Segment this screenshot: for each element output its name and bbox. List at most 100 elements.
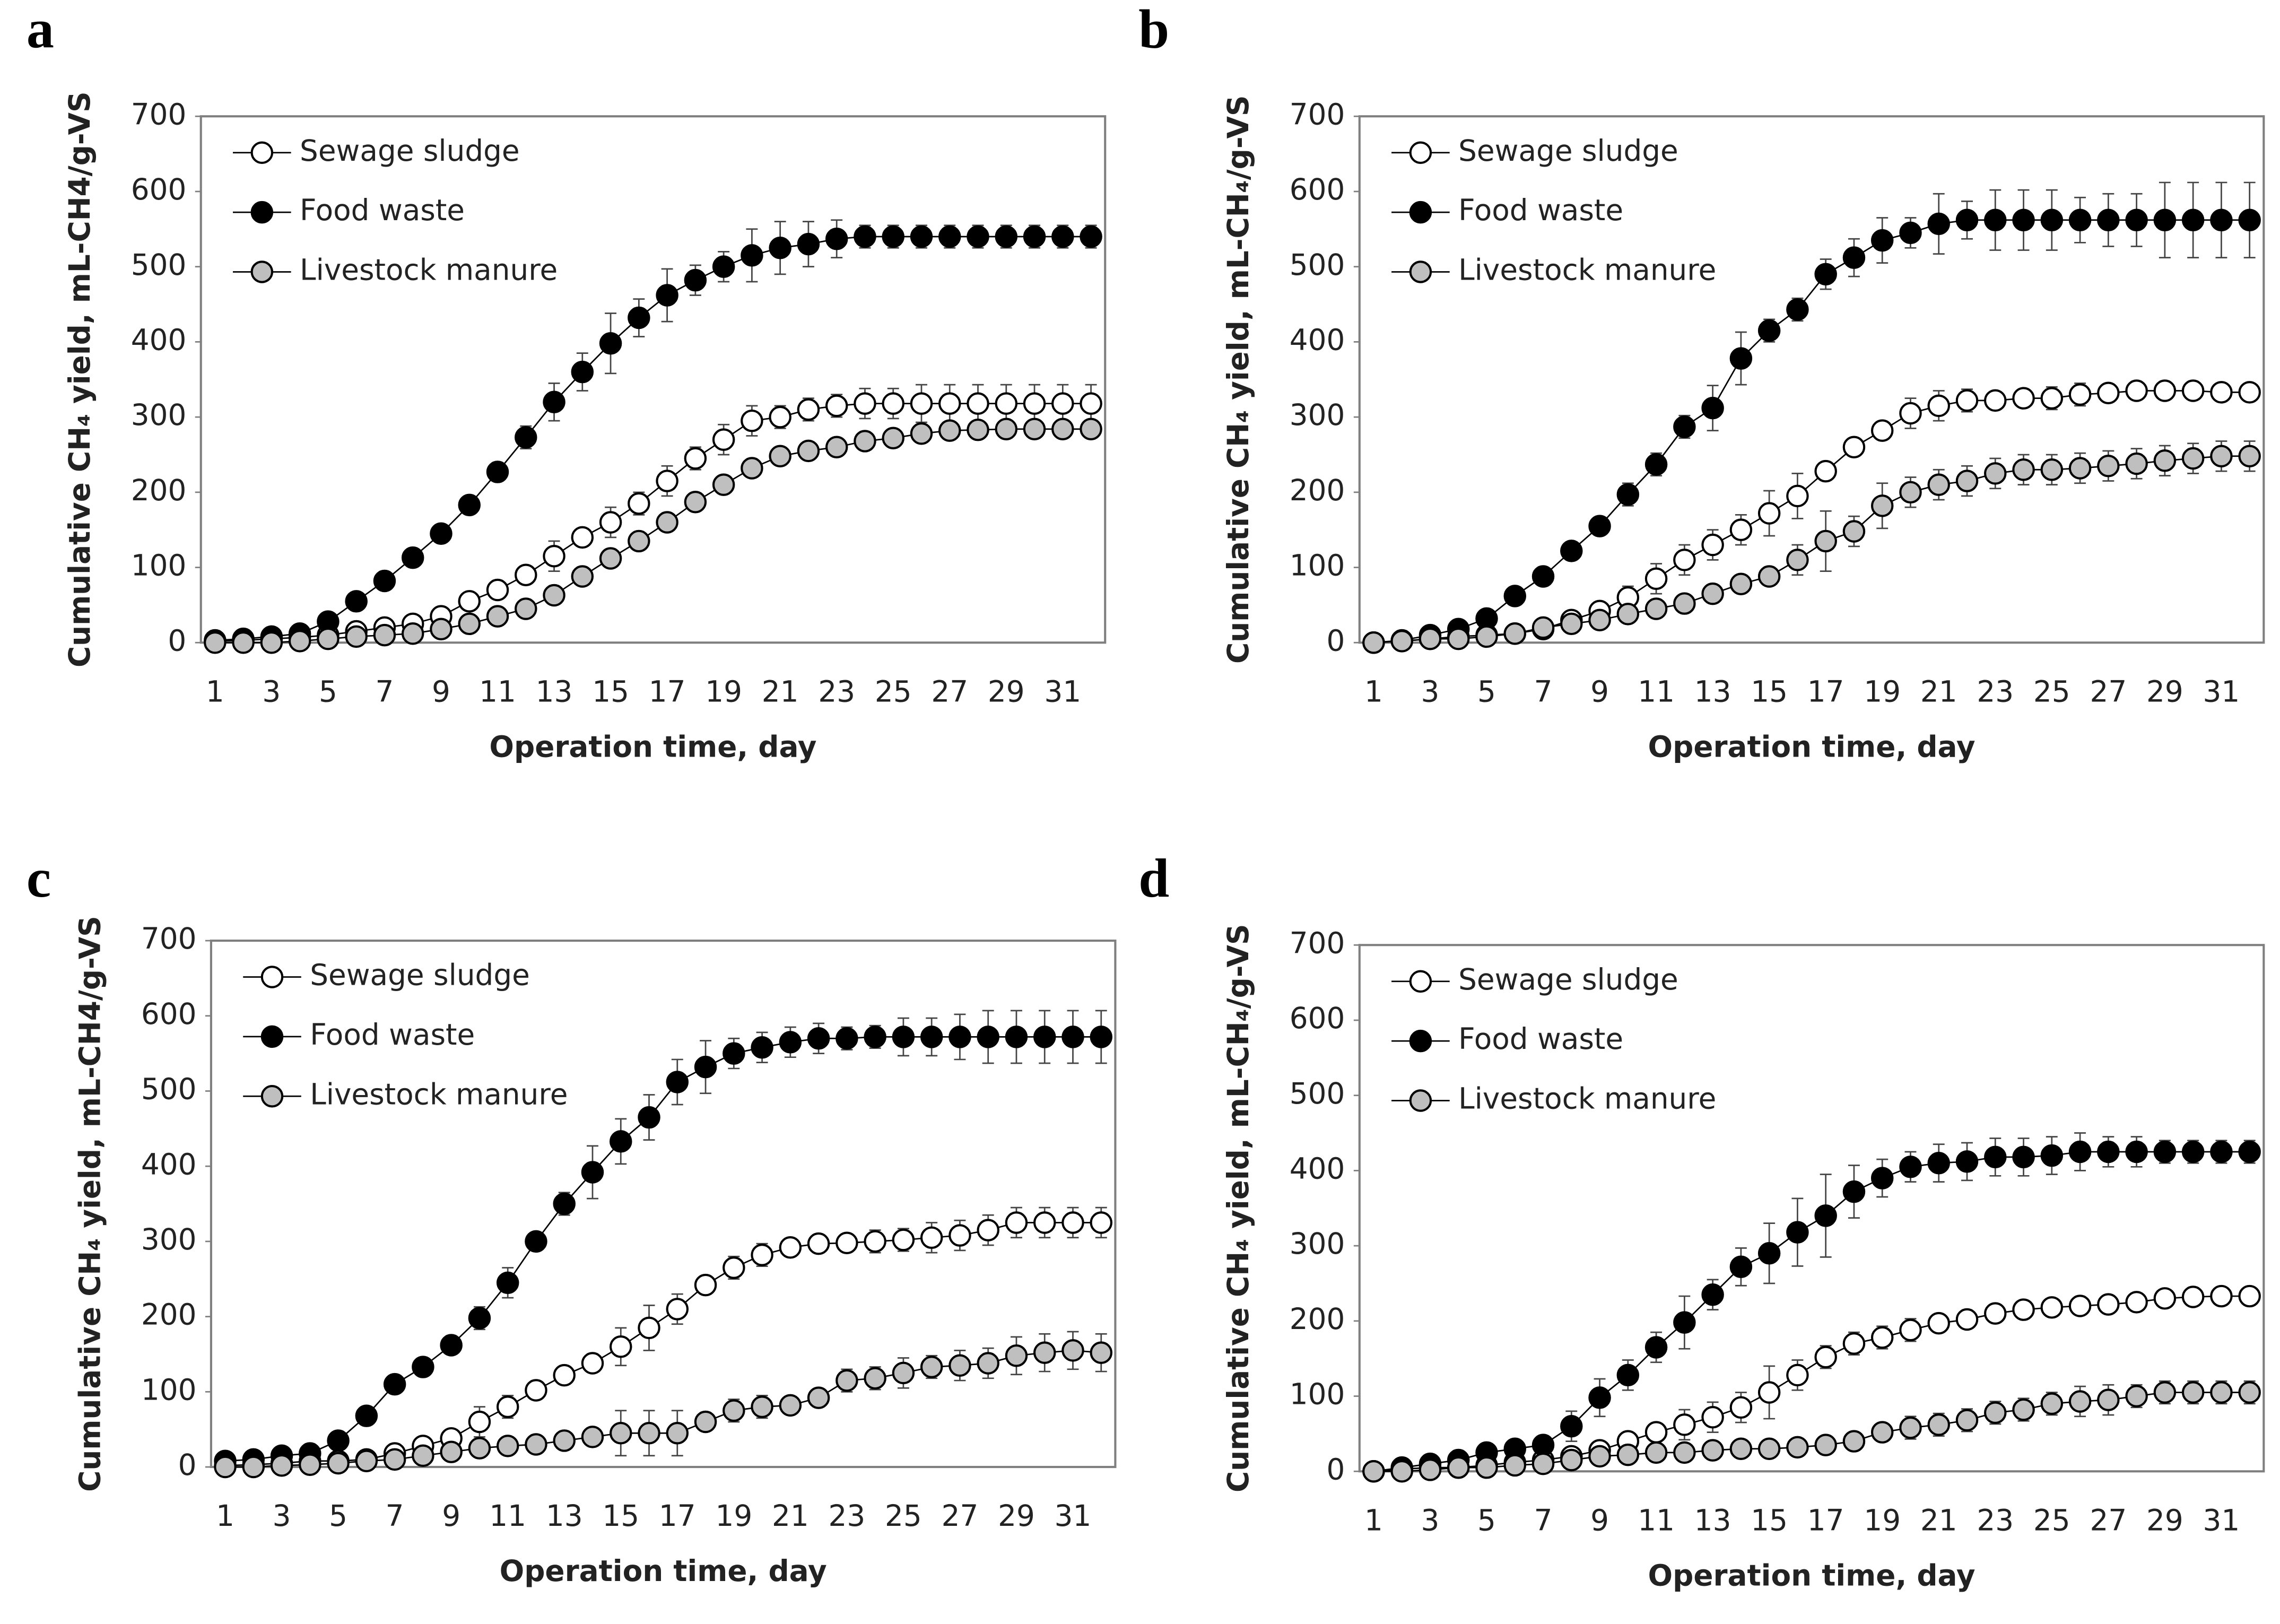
marker xyxy=(2181,1286,2205,1308)
marker xyxy=(270,1454,293,1477)
marker xyxy=(1729,1437,1753,1460)
marker xyxy=(1080,225,1102,248)
y-tick-label: 200 xyxy=(141,1298,197,1332)
legend-label: Food waste xyxy=(1458,1022,1623,1056)
marker xyxy=(2153,1381,2177,1404)
marker xyxy=(1362,1460,1385,1483)
marker xyxy=(723,1256,745,1279)
y-tick-label: 400 xyxy=(1290,1152,1345,1186)
marker xyxy=(2068,383,2092,406)
marker xyxy=(628,529,650,553)
marker xyxy=(712,255,735,278)
legend-label: Food waste xyxy=(310,1018,475,1052)
legend-label: Sewage sludge xyxy=(1458,134,1678,168)
marker xyxy=(2040,209,2064,232)
marker xyxy=(1701,533,1724,557)
legend-marker xyxy=(250,141,274,164)
marker xyxy=(1984,1302,2007,1325)
marker xyxy=(666,1298,689,1321)
marker xyxy=(797,232,820,256)
marker xyxy=(1757,1242,1781,1265)
x-tick-label: 19 xyxy=(715,1499,752,1533)
x-tick-label: 9 xyxy=(432,674,450,708)
legend-label: Sewage sludge xyxy=(310,958,530,992)
series-line xyxy=(215,236,1091,641)
x-tick-label: 27 xyxy=(942,1499,979,1533)
y-tick-label: 0 xyxy=(178,1448,197,1482)
marker xyxy=(1757,1381,1781,1404)
marker xyxy=(1503,585,1526,607)
marker xyxy=(1419,627,1442,650)
marker xyxy=(1955,209,1979,232)
legend-marker xyxy=(1409,970,1432,993)
panel-label: a xyxy=(27,0,54,60)
marker xyxy=(1955,389,1979,412)
marker xyxy=(1560,1448,1583,1472)
marker xyxy=(2238,1284,2261,1308)
marker xyxy=(1814,1204,1837,1227)
marker xyxy=(920,1026,943,1048)
y-tick-label: 400 xyxy=(1290,323,1345,357)
marker xyxy=(1033,1211,1056,1234)
marker xyxy=(2012,1298,2035,1321)
x-tick-label: 17 xyxy=(1807,674,1844,708)
marker xyxy=(751,1036,773,1059)
marker xyxy=(2040,387,2064,410)
marker xyxy=(610,1335,632,1358)
marker xyxy=(496,1395,519,1418)
marker xyxy=(1033,1341,1056,1364)
marker xyxy=(779,1394,802,1417)
marker xyxy=(1503,1454,1526,1477)
marker xyxy=(1814,1345,1837,1369)
x-axis-title: Operation time, day xyxy=(1648,730,1976,763)
marker xyxy=(468,1307,491,1330)
marker xyxy=(797,439,820,463)
marker xyxy=(515,426,537,449)
x-tick-label: 31 xyxy=(1044,674,1081,708)
marker xyxy=(345,590,368,613)
marker xyxy=(355,1404,378,1427)
marker xyxy=(1475,625,1498,648)
marker xyxy=(1051,418,1074,441)
y-tick-label: 500 xyxy=(1290,248,1345,282)
marker xyxy=(571,360,594,384)
series-line xyxy=(215,428,1091,644)
marker xyxy=(2125,1385,2148,1408)
marker xyxy=(2097,209,2120,232)
marker xyxy=(2097,1140,2120,1163)
marker xyxy=(2068,1390,2092,1413)
y-tick-label: 600 xyxy=(1290,172,1345,206)
legend-label: Livestock manure xyxy=(1458,253,1716,287)
y-tick-label: 700 xyxy=(1290,926,1345,960)
marker xyxy=(2210,1381,2233,1404)
marker xyxy=(1729,572,1753,595)
x-tick-label: 25 xyxy=(2033,674,2070,708)
marker xyxy=(723,1399,745,1422)
y-tick-label: 700 xyxy=(1290,97,1345,131)
marker xyxy=(543,584,565,607)
legend-marker xyxy=(1409,260,1432,283)
marker xyxy=(1061,1339,1084,1362)
marker xyxy=(892,1228,915,1252)
marker xyxy=(543,545,565,568)
y-tick-label: 100 xyxy=(131,549,187,583)
x-tick-label: 23 xyxy=(818,674,855,708)
y-tick-label: 400 xyxy=(141,1147,197,1181)
marker xyxy=(2125,452,2148,475)
marker xyxy=(525,1433,547,1456)
marker xyxy=(779,1031,802,1054)
x-tick-label: 19 xyxy=(1864,674,1901,708)
marker xyxy=(581,1352,604,1375)
marker xyxy=(1927,1312,1950,1335)
marker xyxy=(741,457,763,480)
x-tick-label: 3 xyxy=(1421,674,1440,708)
marker xyxy=(1984,1145,2007,1169)
marker xyxy=(1503,622,1526,645)
marker xyxy=(468,1410,491,1434)
marker xyxy=(412,1356,434,1378)
marker xyxy=(288,630,311,653)
marker xyxy=(486,461,509,483)
marker xyxy=(553,1364,576,1387)
